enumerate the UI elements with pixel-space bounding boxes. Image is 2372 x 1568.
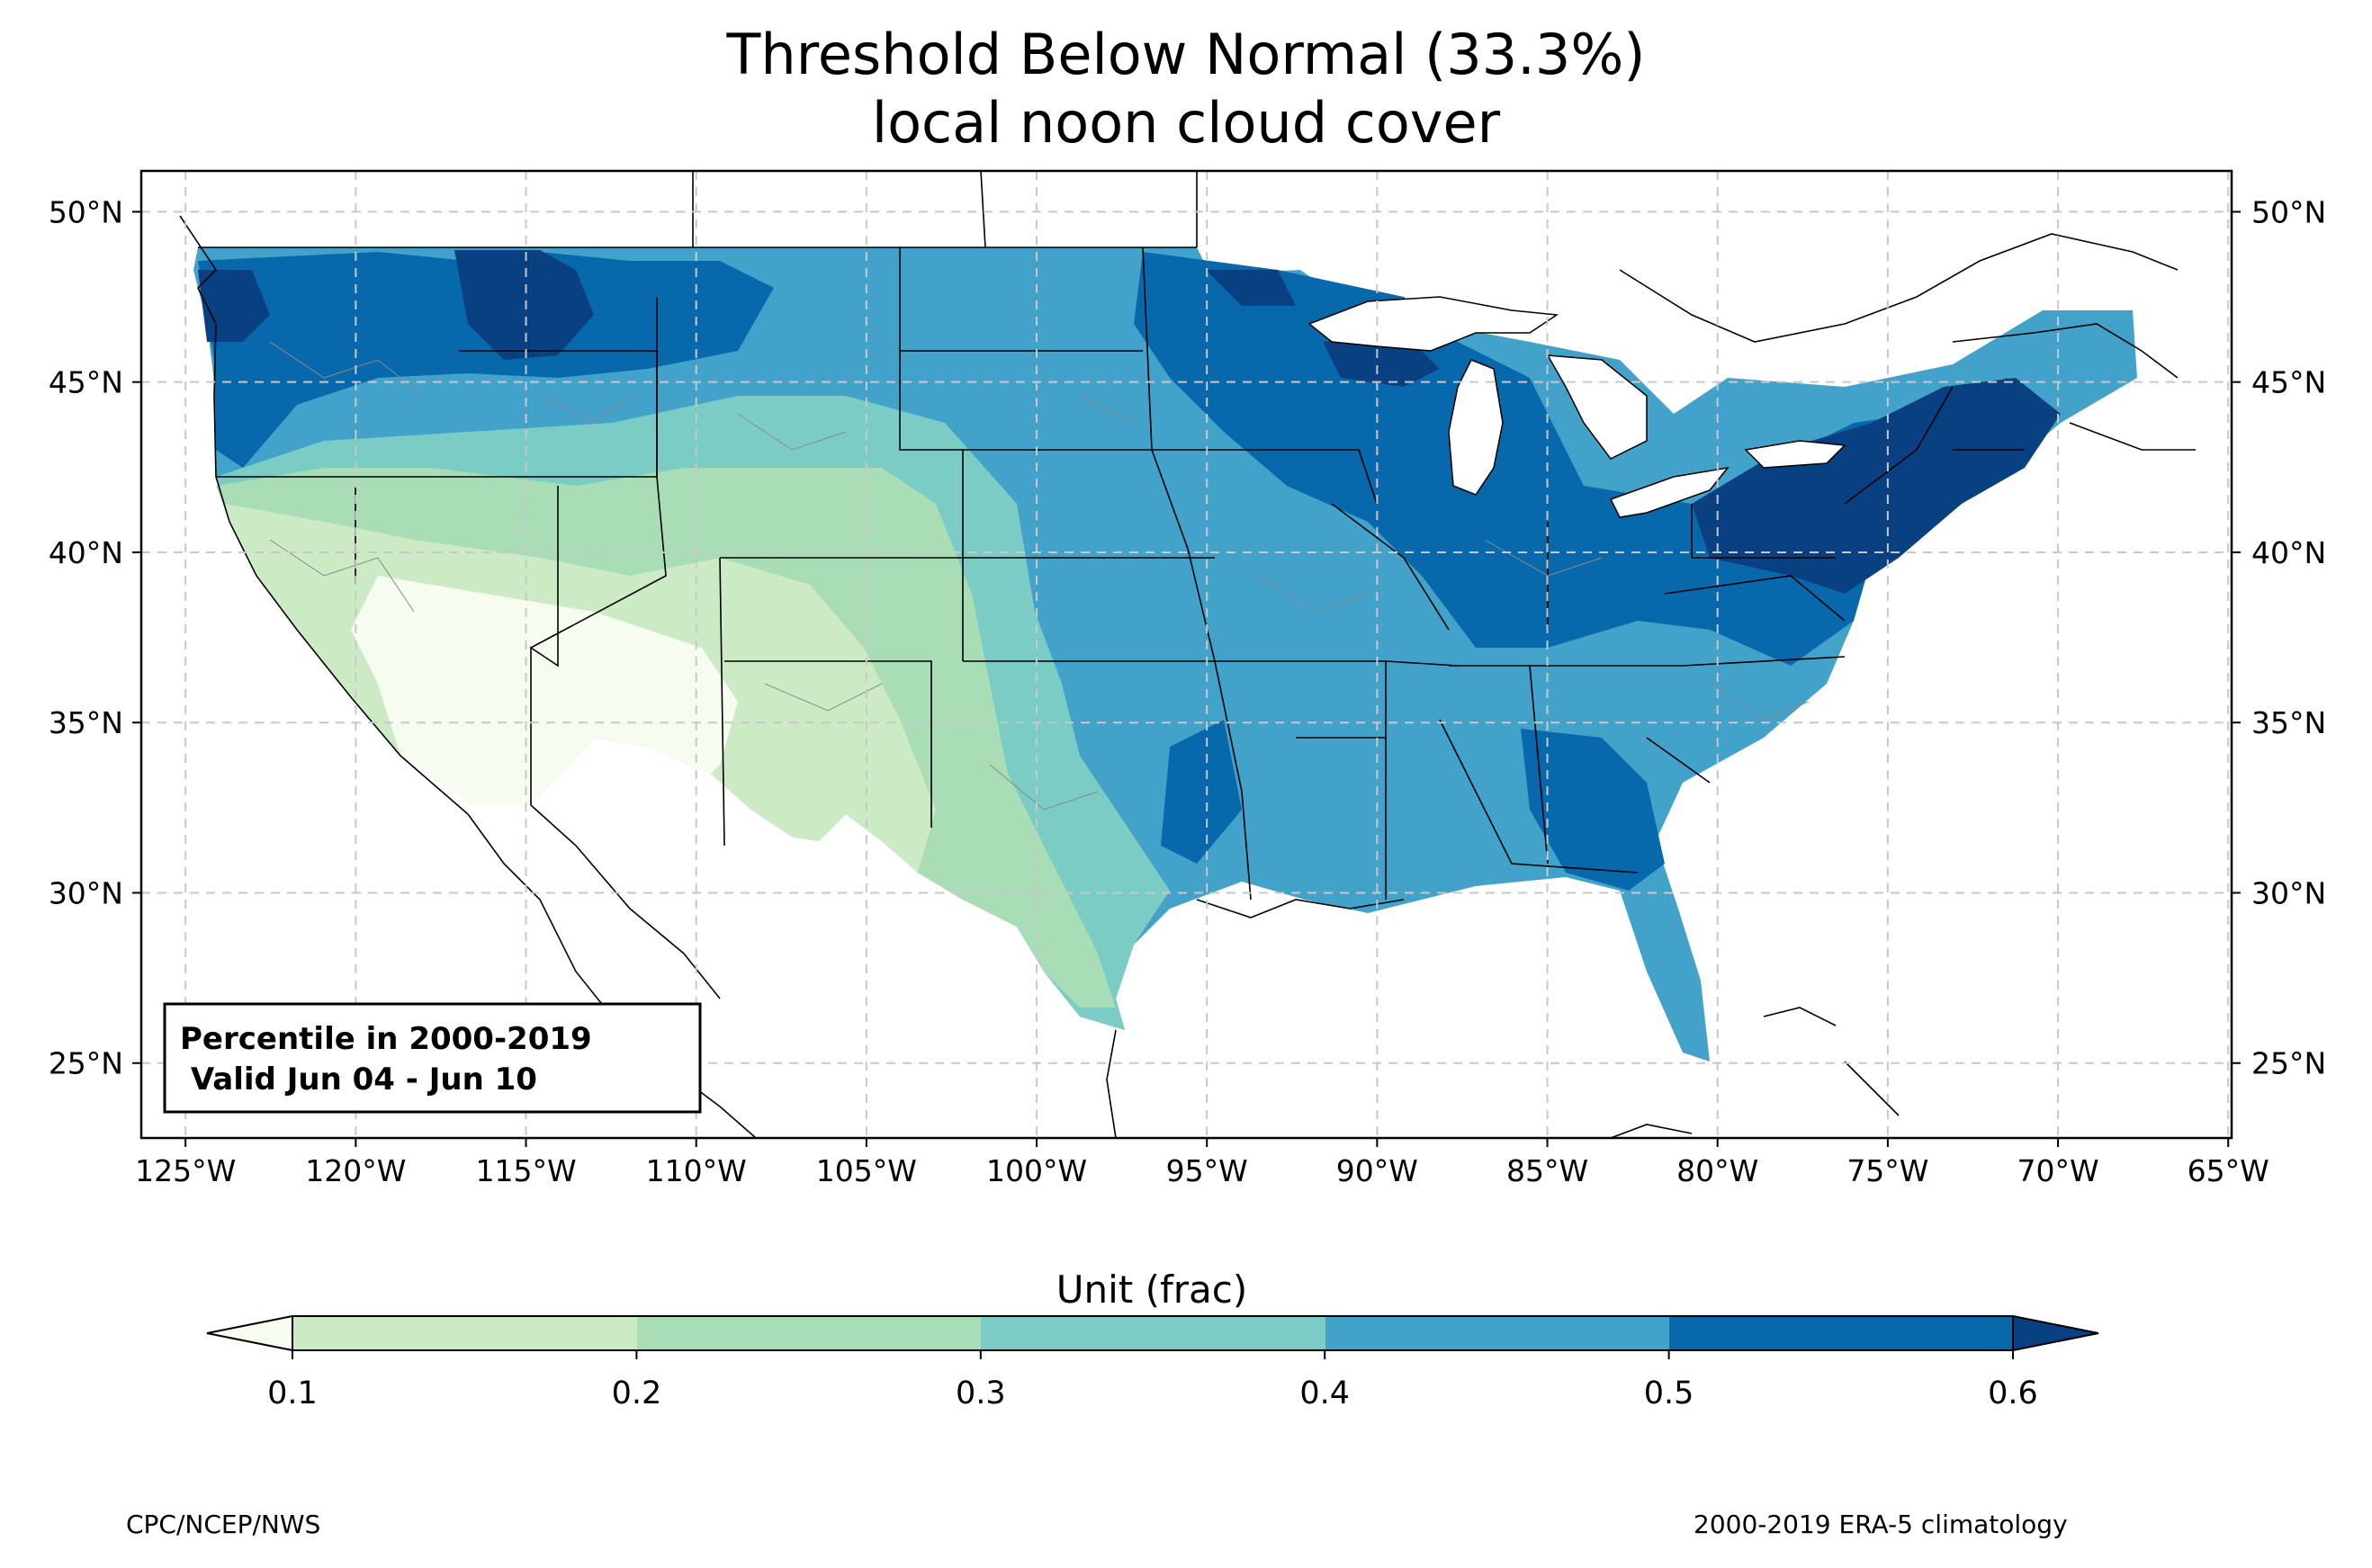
- colorbar-band-3: [981, 1316, 1325, 1350]
- footer-climatology: 2000-2019 ERA-5 climatology: [1694, 1510, 2068, 1539]
- map-area: Percentile in 2000-2019 Valid Jun 04 - J…: [141, 171, 2232, 1138]
- colorbar-band-5: [1669, 1316, 2013, 1350]
- lon-tick-label: 70°W: [2017, 1153, 2098, 1188]
- lon-tick-label: 115°W: [475, 1153, 576, 1188]
- chart-subtitle: local noon cloud cover: [871, 90, 1501, 156]
- lon-tick-label: 110°W: [646, 1153, 747, 1188]
- colorbar-frame: [292, 1315, 2014, 1351]
- lon-tick-label: 120°W: [305, 1153, 406, 1188]
- lat-tick-label-left: 25°N: [49, 1046, 123, 1081]
- colorbar-tick-label: 0.6: [1988, 1375, 2038, 1411]
- band-nw-dark: [198, 252, 774, 468]
- lon-tick-label: 65°W: [2188, 1153, 2269, 1188]
- lake-erie: [1609, 466, 1730, 518]
- info-box-line2: Valid Jun 04 - Jun 10: [180, 1062, 537, 1098]
- lat-tick-label-right: 50°N: [2251, 194, 2326, 229]
- footer-source: CPC/NCEP/NWS: [126, 1510, 321, 1539]
- lon-tick-label: 90°W: [1336, 1153, 1418, 1188]
- lat-tick-label-right: 35°N: [2251, 705, 2326, 740]
- lake-ontario: [1744, 440, 1846, 469]
- lat-tick-label-left: 35°N: [49, 705, 123, 740]
- map-axes: 125°W 120°W 115°W 110°W 105°W 100°W 95°W 90°W 85…: [49, 194, 2326, 1188]
- lat-tick-label-right: 25°N: [2251, 1046, 2326, 1081]
- colorbar-label: Unit (frac): [1056, 1268, 1248, 1312]
- lon-tick-label: 105°W: [816, 1153, 917, 1188]
- lat-tick-label-left: 45°N: [49, 365, 123, 400]
- lat-tick-label-left: 40°N: [49, 535, 123, 570]
- lat-tick-label-right: 30°N: [2251, 875, 2326, 910]
- state-boundaries: [198, 246, 2025, 900]
- info-box: [163, 1002, 702, 1114]
- lake-superior: [1307, 296, 1559, 352]
- lat-tick-label-right: 45°N: [2251, 365, 2326, 400]
- colorbar-under-arrow: [206, 1314, 293, 1352]
- colorbar-over-arrow: [2012, 1314, 2099, 1352]
- map-frame: [139, 169, 2233, 1140]
- lon-tick-label: 85°W: [1506, 1153, 1588, 1188]
- band-north-darkest: [1206, 270, 1296, 306]
- colorbar-band-4: [1325, 1316, 1669, 1350]
- lat-tick-label-right: 40°N: [2251, 535, 2326, 570]
- band-southeast-dark: [1521, 729, 1665, 891]
- band-nw-darkest: [454, 250, 594, 360]
- lon-tick-label: 95°W: [1166, 1153, 1248, 1188]
- chart-title: Threshold Below Normal (33.3%): [726, 22, 1646, 87]
- colorbar-tick-label: 0.3: [956, 1375, 1006, 1411]
- graticule: [141, 171, 2232, 1138]
- colorbar-band-2: [637, 1316, 981, 1350]
- lon-tick-label: 80°W: [1676, 1153, 1758, 1188]
- info-box-line1: Percentile in 2000-2019: [180, 1021, 592, 1057]
- colorbar-tick-label: 0.5: [1644, 1375, 1694, 1411]
- lon-tick-label: 75°W: [1846, 1153, 1928, 1188]
- climate-divisions: [269, 341, 1810, 811]
- lake-michigan: [1448, 359, 1504, 496]
- colorbar: Unit (frac) 0.1 0.2 0.3 0.4 0.5 0.6: [206, 1268, 2099, 1411]
- band-northeast-darkest: [1692, 378, 2061, 594]
- lat-tick-label-left: 50°N: [49, 194, 123, 229]
- lon-tick-label: 100°W: [986, 1153, 1087, 1188]
- band-south-dark: [1161, 720, 1242, 864]
- lon-tick-label: 125°W: [135, 1153, 236, 1188]
- colorbar-tick-label: 0.1: [267, 1375, 318, 1411]
- band-desert-white: [351, 576, 738, 805]
- colorbar-tick-label: 0.2: [612, 1375, 662, 1411]
- colorbar-tick-label: 0.4: [1299, 1375, 1350, 1411]
- colorbar-ticks: 0.1 0.2 0.3 0.4 0.5 0.6: [267, 1350, 2038, 1411]
- colorbar-band-1: [292, 1316, 637, 1350]
- lat-tick-label-left: 30°N: [49, 875, 123, 910]
